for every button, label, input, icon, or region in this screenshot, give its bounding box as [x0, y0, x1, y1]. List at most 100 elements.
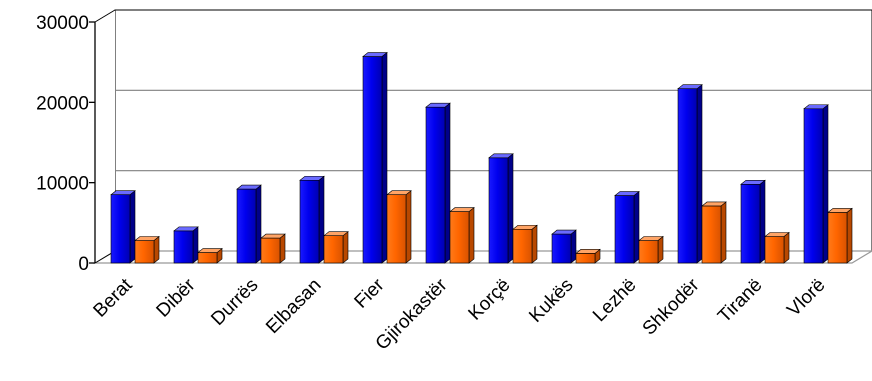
- bar-series2: [449, 206, 475, 264]
- x-category-label: Korçë: [465, 275, 515, 325]
- bar-front: [260, 237, 281, 264]
- bar-front: [803, 108, 824, 264]
- bar-top: [677, 84, 703, 89]
- y-tick-label: 0: [78, 254, 89, 275]
- bar-side: [255, 184, 262, 264]
- bar-side: [633, 190, 640, 264]
- bar-series1: [488, 153, 514, 264]
- bar-front: [362, 56, 383, 264]
- bar-front: [575, 253, 596, 264]
- bar-side: [696, 84, 703, 264]
- bar-top: [827, 208, 853, 213]
- x-category-label: Dibër: [153, 274, 200, 321]
- bar-series2: [764, 231, 790, 264]
- bar-series1: [173, 226, 199, 264]
- bar-series1: [740, 179, 766, 264]
- bar-top: [134, 236, 160, 241]
- bar-series1: [677, 84, 703, 264]
- bar-top: [236, 184, 262, 190]
- bar-side: [444, 102, 451, 264]
- bar-series1: [110, 190, 136, 264]
- bars-group: [110, 51, 853, 264]
- bar-series2: [575, 248, 601, 264]
- bar-top: [764, 232, 790, 237]
- bar-top: [323, 231, 349, 236]
- y-tick-label: 30000: [36, 13, 89, 34]
- bar-side: [468, 206, 475, 264]
- x-category-label: Shkodër: [639, 274, 704, 339]
- bar-side: [381, 51, 388, 264]
- bar-series2: [323, 231, 349, 264]
- bar-side: [192, 226, 199, 264]
- bar-top: [701, 201, 727, 207]
- bar-series1: [362, 51, 388, 264]
- bar-front: [512, 228, 533, 264]
- x-category-label: Tiranë: [714, 275, 766, 327]
- x-category-label: Berat: [90, 274, 137, 321]
- bar-series1: [425, 102, 451, 264]
- bar-series1: [299, 175, 325, 264]
- bar-front: [827, 212, 848, 264]
- bar-front: [740, 183, 761, 264]
- bar-top: [386, 190, 412, 196]
- y-tick-label: 10000: [36, 174, 89, 195]
- bar-top: [260, 233, 286, 239]
- bar-front: [323, 235, 344, 264]
- bar-top: [362, 52, 388, 57]
- bar-series1: [236, 184, 262, 264]
- bar-series1: [803, 104, 829, 264]
- bar-front: [386, 194, 407, 264]
- bar-series2: [386, 190, 412, 264]
- bar-side: [720, 201, 727, 264]
- bar-front: [134, 240, 155, 264]
- axis-connector: [94, 9, 116, 23]
- bar-side: [342, 231, 349, 264]
- bar-side: [846, 207, 853, 264]
- bar-series2: [638, 235, 664, 264]
- bar-front: [488, 157, 509, 264]
- bar-top: [110, 190, 136, 196]
- bar-side: [279, 233, 286, 264]
- x-category-label: Kukës: [525, 275, 577, 327]
- bar-top: [803, 104, 829, 110]
- bar-top: [173, 226, 199, 232]
- bar-series1: [551, 229, 577, 264]
- bar-top: [197, 248, 223, 253]
- bar-series2: [197, 247, 223, 264]
- bar-top: [638, 236, 664, 241]
- x-category-label: Fier: [351, 274, 389, 312]
- bar-front: [173, 230, 194, 264]
- bar-front: [449, 211, 470, 264]
- bar-side: [657, 235, 664, 264]
- bar-series1: [614, 190, 640, 264]
- bar-front: [110, 194, 131, 264]
- bar-side: [507, 153, 514, 264]
- x-category-label: Vlorë: [783, 275, 829, 321]
- bar-front: [677, 88, 698, 264]
- bar-top: [614, 191, 640, 196]
- bar-side: [759, 179, 766, 264]
- bar-top: [740, 179, 766, 185]
- bar-side: [531, 224, 538, 264]
- bar-side: [822, 104, 829, 264]
- bar-front: [614, 195, 635, 264]
- bar-side: [570, 229, 577, 264]
- bar-front: [425, 106, 446, 264]
- bar-front: [299, 179, 320, 264]
- bar-front: [197, 252, 218, 264]
- bar-series2: [827, 207, 853, 264]
- bar-top: [425, 102, 451, 108]
- left-wall: [95, 10, 115, 263]
- bar-front: [764, 236, 785, 264]
- bar-top: [488, 153, 514, 159]
- x-category-label: Elbasan: [262, 275, 325, 338]
- bar-top: [575, 249, 601, 254]
- bar-top: [512, 224, 538, 230]
- bar-front: [551, 233, 572, 264]
- x-category-label: Durrës: [207, 275, 262, 330]
- bar-top: [449, 207, 475, 212]
- bar-side: [129, 190, 136, 264]
- bar-top: [551, 229, 577, 235]
- bar-top: [299, 175, 325, 181]
